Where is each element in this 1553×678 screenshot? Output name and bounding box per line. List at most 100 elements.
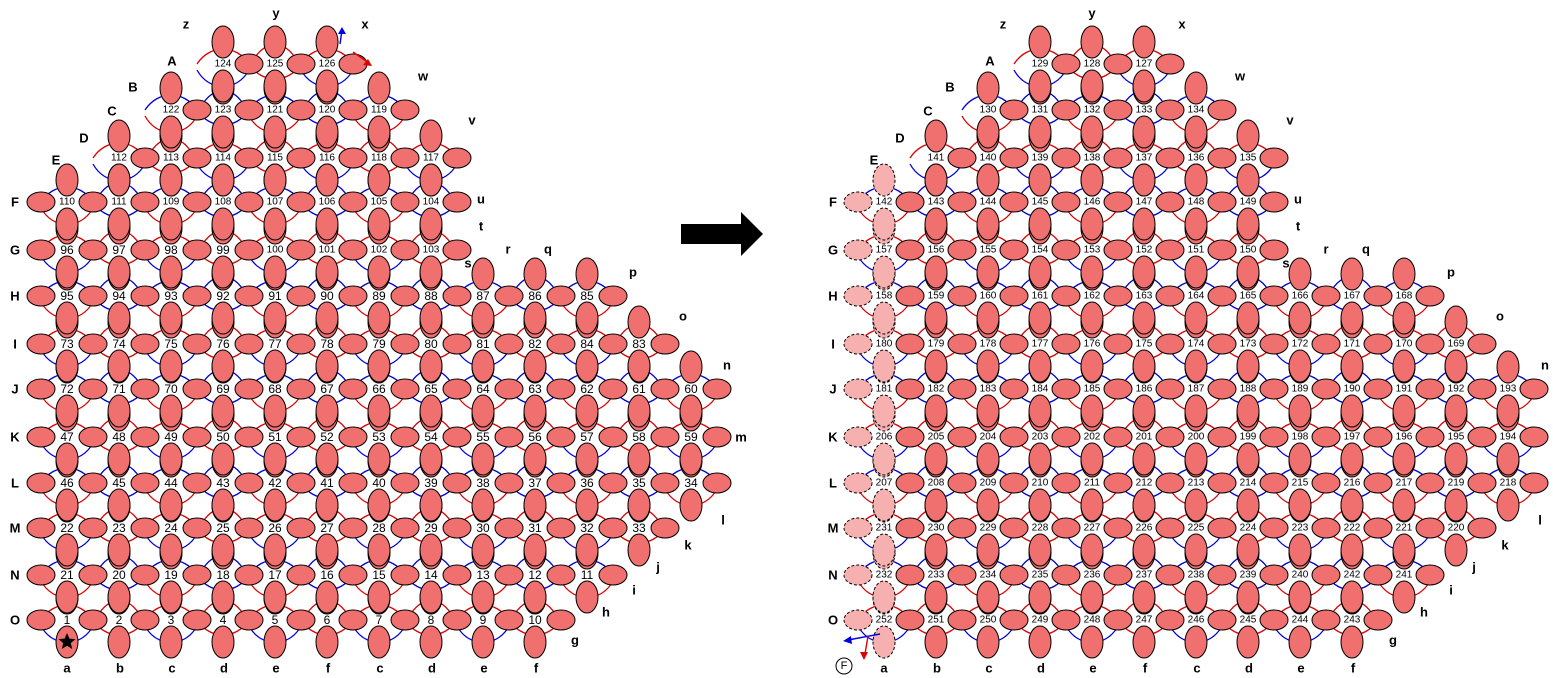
bead — [1288, 394, 1312, 428]
bead-number: 29 — [424, 521, 438, 535]
bead — [523, 625, 547, 659]
bead — [523, 580, 547, 614]
bead — [390, 333, 420, 355]
bead-number: 115 — [267, 153, 283, 164]
bead-number: 51 — [268, 430, 282, 444]
bead-number: 165 — [1240, 291, 1257, 302]
bead — [315, 580, 339, 614]
bead-number: 108 — [215, 197, 232, 208]
bead — [442, 426, 472, 448]
bead-number: 37 — [528, 476, 542, 490]
bead — [1259, 285, 1289, 307]
bead-number: 106 — [319, 197, 336, 208]
bead — [999, 147, 1029, 169]
bead — [419, 349, 443, 383]
bead-number: 174 — [1188, 339, 1205, 350]
bead — [211, 25, 235, 59]
bead-number: 238 — [1188, 570, 1205, 581]
bead-number: 239 — [1240, 570, 1257, 581]
bead — [575, 349, 599, 383]
edge-label: H — [10, 289, 19, 304]
bead — [1311, 378, 1341, 400]
bead — [1051, 609, 1081, 631]
bead-number: 28 — [372, 521, 386, 535]
edge-label: C — [107, 104, 117, 119]
bead-number: 62 — [580, 382, 594, 396]
bead — [130, 147, 160, 169]
bead — [1080, 163, 1104, 197]
bead-number: 11 — [581, 568, 594, 582]
edge-label: w — [1234, 69, 1246, 84]
bead — [55, 255, 79, 289]
bead — [182, 333, 212, 355]
bead-number: 190 — [1344, 384, 1361, 395]
bead — [471, 257, 495, 291]
bead — [367, 442, 391, 476]
bead — [1259, 609, 1289, 631]
bead — [1184, 71, 1208, 105]
bead — [26, 472, 56, 494]
bead-number: 135 — [1240, 153, 1257, 164]
bead-number: 63 — [528, 382, 542, 396]
bead — [315, 442, 339, 476]
edge-label: l — [1538, 513, 1542, 528]
bead-number: 109 — [163, 197, 180, 208]
bead — [1415, 564, 1445, 586]
bead — [494, 472, 524, 494]
bead — [107, 442, 131, 476]
bead — [650, 333, 680, 355]
bead — [575, 488, 599, 522]
bead — [1207, 285, 1237, 307]
bead — [1311, 472, 1341, 494]
bead — [263, 488, 287, 522]
bead-number: 76 — [216, 337, 230, 351]
bead-number: 70 — [164, 382, 178, 396]
bead-number: 185 — [1084, 384, 1101, 395]
bead-number: 163 — [1136, 291, 1153, 302]
bead — [1132, 301, 1156, 335]
bead — [130, 609, 160, 631]
bead — [1080, 349, 1104, 383]
bead — [1415, 378, 1445, 400]
bead — [523, 301, 547, 335]
bead-number: 153 — [1084, 245, 1101, 256]
edge-label: g — [571, 633, 579, 648]
bead-number: 220 — [1448, 523, 1465, 534]
edge-label: d — [220, 661, 228, 676]
bead-number: 91 — [268, 289, 282, 303]
bead — [315, 394, 339, 428]
bead-number: 222 — [1344, 523, 1361, 534]
edge-label: z — [183, 17, 190, 32]
bead-number: 149 — [1240, 197, 1257, 208]
bead-number: 204 — [980, 432, 997, 443]
bead-number: 17 — [268, 568, 282, 582]
bead-number: 100 — [267, 245, 284, 256]
edge-label: c — [168, 661, 175, 676]
bead — [130, 333, 160, 355]
bead-number: 227 — [1084, 523, 1101, 534]
bead — [598, 564, 628, 586]
bead — [107, 119, 131, 153]
bead — [1340, 625, 1364, 659]
bead — [26, 564, 56, 586]
bead — [263, 394, 287, 428]
bead — [872, 394, 896, 428]
bead-number: 233 — [928, 570, 945, 581]
bead — [1340, 394, 1364, 428]
bead — [598, 285, 628, 307]
bead-number: 211 — [1084, 478, 1100, 489]
bead — [367, 625, 391, 659]
bead — [159, 533, 183, 567]
edge-label: h — [602, 605, 610, 620]
bead — [976, 625, 1000, 659]
bead — [419, 442, 443, 476]
bead — [26, 609, 56, 631]
bead — [598, 333, 628, 355]
bead-number: 119 — [371, 105, 387, 116]
bead-number: 242 — [1344, 570, 1361, 581]
bead — [999, 285, 1029, 307]
bead — [679, 442, 703, 476]
bead-number: 6 — [324, 613, 331, 627]
edge-label: M — [828, 521, 839, 536]
bead-number: 198 — [1292, 432, 1309, 443]
